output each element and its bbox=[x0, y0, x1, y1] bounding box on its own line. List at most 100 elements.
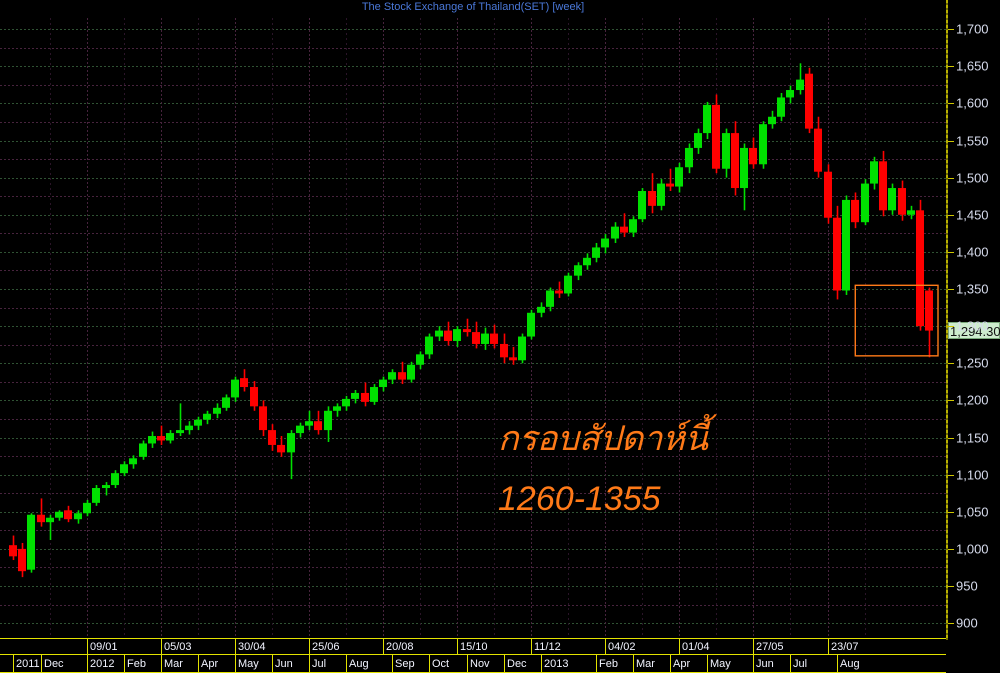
month-axis-label: Aug bbox=[349, 658, 369, 670]
price-tick bbox=[948, 400, 954, 401]
price-axis[interactable]: 1,294.30 1,700 1,650 1,600 1,550 1,500 1,450 1… bbox=[946, 0, 1000, 640]
thai-annotation-label: กรอบสัปดาห์นี้ bbox=[498, 420, 709, 458]
date-axis-label: 04/02 bbox=[608, 641, 636, 653]
price-tick bbox=[948, 103, 954, 104]
date-axis-label: 30/04 bbox=[238, 641, 266, 653]
month-axis-separator bbox=[753, 655, 754, 672]
date-axis-label: 01/04 bbox=[682, 641, 710, 653]
month-axis-label: Dec bbox=[44, 658, 64, 670]
price-tick bbox=[948, 215, 954, 216]
date-axis-separator bbox=[531, 639, 532, 654]
month-axis-label: Oct bbox=[432, 658, 450, 670]
month-axis-label: Apr bbox=[201, 658, 219, 670]
date-axis-label: 15/10 bbox=[460, 641, 488, 653]
price-axis-line bbox=[946, 0, 948, 640]
date-axis-months-row: 2011 Dec 2012 Feb Mar Apr May Jun Jul Aug Sep Oct No… bbox=[0, 655, 946, 673]
month-axis-label: Jun bbox=[756, 658, 774, 670]
month-axis-separator bbox=[790, 655, 791, 672]
date-axis-separator bbox=[309, 639, 310, 654]
month-axis-separator bbox=[596, 655, 597, 672]
month-axis-label: 2013 bbox=[544, 658, 569, 670]
month-axis-label: Aug bbox=[840, 658, 860, 670]
price-tick bbox=[948, 623, 954, 624]
month-axis-separator bbox=[41, 655, 42, 672]
month-axis-separator bbox=[633, 655, 634, 672]
price-tick-label: 1,300 bbox=[956, 318, 989, 334]
month-axis-separator bbox=[429, 655, 430, 672]
price-tick-label: 1,000 bbox=[956, 541, 989, 557]
price-tick bbox=[948, 586, 954, 587]
date-axis[interactable]: 09/01 05/03 30/04 25/06 20/08 15/10 11/12 04/02… bbox=[0, 638, 946, 673]
month-axis-separator bbox=[161, 655, 162, 672]
date-axis-separator bbox=[457, 639, 458, 654]
price-tick bbox=[948, 289, 954, 290]
current-price-value: 1,294.30 bbox=[950, 324, 1000, 339]
price-tick-label: 1,100 bbox=[956, 467, 989, 483]
month-axis-label: May bbox=[238, 658, 259, 670]
price-tick-label: 1,650 bbox=[956, 58, 989, 74]
month-axis-label: Dec bbox=[507, 658, 527, 670]
month-axis-label: Apr bbox=[673, 658, 691, 670]
month-axis-separator bbox=[87, 655, 88, 672]
month-axis-label: Feb bbox=[127, 658, 146, 670]
month-axis-label: Nov bbox=[470, 658, 490, 670]
month-axis-label: Feb bbox=[599, 658, 618, 670]
chart-plot-area[interactable]: กรอบสัปดาห์นี้ 1260-1355 bbox=[0, 18, 946, 638]
date-axis-separator bbox=[383, 639, 384, 654]
price-tick-label: 1,600 bbox=[956, 95, 989, 111]
price-tick bbox=[948, 475, 954, 476]
date-axis-dates-row: 09/01 05/03 30/04 25/06 20/08 15/10 11/12 04/02… bbox=[0, 638, 946, 655]
price-tick-label: 1,150 bbox=[956, 430, 989, 446]
month-axis-separator bbox=[504, 655, 505, 672]
date-axis-label: 25/06 bbox=[312, 641, 340, 653]
price-tick-label: 1,050 bbox=[956, 504, 989, 520]
price-tick-label: 1,350 bbox=[956, 281, 989, 297]
date-axis-separator bbox=[828, 639, 829, 654]
candlestick-series bbox=[9, 63, 933, 578]
month-axis-label: May bbox=[710, 658, 731, 670]
month-axis-separator bbox=[837, 655, 838, 672]
price-tick bbox=[948, 512, 954, 513]
month-axis-label: Mar bbox=[636, 658, 655, 670]
date-axis-label: 23/07 bbox=[831, 641, 859, 653]
price-tick bbox=[948, 141, 954, 142]
price-tick bbox=[948, 66, 954, 67]
price-tick bbox=[948, 326, 954, 327]
month-axis-separator bbox=[707, 655, 708, 672]
date-axis-separator bbox=[161, 639, 162, 654]
date-axis-separator bbox=[605, 639, 606, 654]
month-axis-separator bbox=[541, 655, 542, 672]
price-tick bbox=[948, 29, 954, 30]
price-tick bbox=[948, 363, 954, 364]
price-tick bbox=[948, 438, 954, 439]
month-axis-separator bbox=[392, 655, 393, 672]
date-axis-label: 05/03 bbox=[164, 641, 192, 653]
price-tick-label: 900 bbox=[956, 615, 978, 631]
month-axis-label: Jun bbox=[275, 658, 293, 670]
month-axis-label: 2012 bbox=[90, 658, 115, 670]
chart-gridlines bbox=[0, 18, 946, 638]
month-axis-label: Jul bbox=[793, 658, 808, 670]
month-axis-separator bbox=[198, 655, 199, 672]
month-axis-separator bbox=[467, 655, 468, 672]
month-axis-separator bbox=[235, 655, 236, 672]
date-axis-separator bbox=[235, 639, 236, 654]
month-axis-label: 2011 bbox=[16, 658, 40, 670]
price-tick-label: 1,200 bbox=[956, 392, 989, 408]
date-axis-separator bbox=[87, 639, 88, 654]
date-axis-label: 20/08 bbox=[386, 641, 414, 653]
month-axis-separator bbox=[272, 655, 273, 672]
date-axis-separator bbox=[753, 639, 754, 654]
price-tick-label: 1,400 bbox=[956, 244, 989, 260]
price-tick-label: 1,700 bbox=[956, 21, 989, 37]
price-tick bbox=[948, 178, 954, 179]
axis-corner bbox=[946, 638, 1000, 673]
month-axis-label: Sep bbox=[395, 658, 415, 670]
date-axis-label: 09/01 bbox=[90, 641, 118, 653]
month-axis-separator bbox=[13, 655, 14, 672]
annotation-box bbox=[854, 284, 939, 357]
price-tick-label: 950 bbox=[956, 578, 978, 594]
chart-title: The Stock Exchange of Thailand(SET) [wee… bbox=[361, 1, 585, 13]
price-tick-label: 1,250 bbox=[956, 355, 989, 371]
